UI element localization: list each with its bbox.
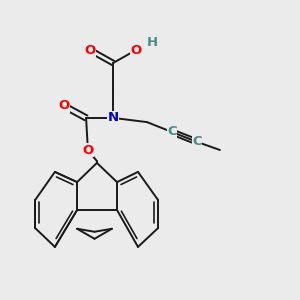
Text: O: O [82,143,94,157]
Text: H: H [147,36,158,49]
Text: O: O [84,44,96,57]
Text: O: O [58,99,70,112]
Text: C: C [192,135,202,148]
Text: C: C [167,125,177,139]
Text: O: O [130,44,142,57]
Text: N: N [107,111,119,124]
